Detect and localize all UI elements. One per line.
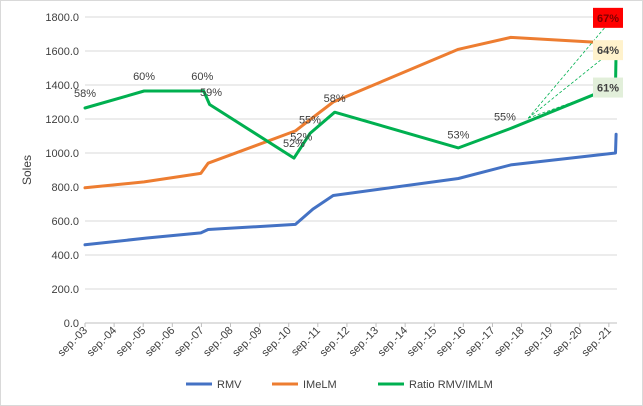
y-tick-label: 1200.0 (45, 114, 79, 126)
y-tick-label: 400.0 (51, 250, 79, 262)
series-line-ratio-rmv-imlm (83, 49, 618, 160)
series-line-imelm (83, 35, 617, 190)
x-tick-label: sep.-10 (259, 325, 293, 359)
data-label: 52% (283, 138, 305, 150)
x-tick-label: sep.-17 (463, 325, 497, 359)
y-axis: 0.0 200.0 400.0 600.0 800.0 1000.0 1200.0 1400.… (45, 12, 79, 330)
x-tick-label: sep.-08 (201, 325, 235, 359)
callout-box (593, 77, 623, 98)
x-tick-label: sep.-04 (85, 325, 119, 359)
data-label: 58% (74, 88, 96, 100)
y-tick-label: 200.0 (51, 284, 79, 296)
gridlines (85, 16, 617, 324)
data-label: 55% (494, 112, 516, 124)
data-label: 58% (324, 93, 346, 105)
y-tick-label: 1800.0 (45, 12, 79, 24)
x-tick-label: sep.-16 (434, 325, 468, 359)
data-label: 52% (290, 131, 312, 143)
y-axis-title: Soles (20, 155, 34, 185)
data-label: 53% (447, 130, 469, 142)
series (83, 35, 618, 247)
legend-label: Ratio RMV/IMLM (409, 379, 493, 391)
data-label: 60% (133, 71, 155, 83)
x-tick-label: sep.-19 (521, 325, 555, 359)
x-tick-label: sep.-11 (289, 325, 323, 359)
callout-box (593, 7, 623, 28)
x-tick-label: sep.-05 (114, 325, 148, 359)
y-tick-label: 1400.0 (45, 80, 79, 92)
callout-label: 67% (597, 13, 619, 25)
x-tick-label: sep.-20 (550, 325, 584, 359)
x-tick-label: sep.-15 (405, 325, 439, 359)
x-tick-label: sep.-18 (492, 325, 526, 359)
x-tick-label: sep.-13 (347, 325, 381, 359)
data-label: 60% (191, 71, 213, 83)
y-tick-label: 1600.0 (45, 46, 79, 58)
y-tick-label: 1000.0 (45, 148, 79, 160)
data-label: 55% (299, 114, 321, 126)
legend-label: RMV (217, 379, 242, 391)
data-label: 59% (200, 87, 222, 99)
y-tick-label: 600.0 (51, 216, 79, 228)
callout-guide-line (527, 17, 614, 119)
x-tick-label: sep.-07 (172, 325, 206, 359)
x-tick-label: sep.-09 (230, 325, 264, 359)
x-tick-label: sep.-14 (376, 325, 410, 359)
x-axis: sep.-03sep.-04sep.-05sep.-06sep.-07sep.-… (56, 322, 617, 359)
x-tick-label: sep.-21 (580, 325, 614, 359)
callout-label: 64% (597, 45, 619, 57)
callout-box (593, 40, 623, 61)
callout-guide-line (527, 49, 614, 119)
x-tick-label: sep.-12 (318, 325, 352, 359)
callout-label: 61% (597, 83, 619, 95)
series-line-rmv (83, 132, 618, 247)
y-tick-label: 0.0 (64, 318, 79, 330)
x-tick-label: sep.-06 (143, 325, 177, 359)
data-labels: 58%60% 60%59%52%52%55%58%53%55% (74, 71, 516, 150)
legend: RMV IMeLM Ratio RMV/IMLM (186, 379, 493, 391)
callouts: 67% 64% 61% (593, 7, 623, 98)
legend-label: IMeLM (303, 379, 337, 391)
y-tick-label: 800.0 (51, 182, 79, 194)
